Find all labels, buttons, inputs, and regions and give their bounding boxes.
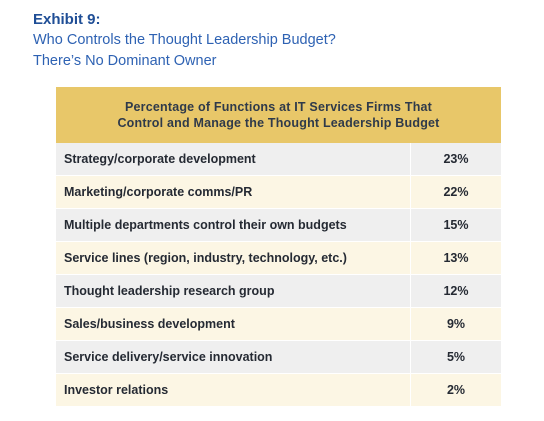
row-value: 22%	[443, 185, 469, 199]
exhibit-subtitle-line-2: There’s No Dominant Owner	[33, 53, 217, 69]
exhibit-heading: Exhibit 9: Who Controls the Thought Lead…	[33, 10, 533, 72]
table-row: Service lines (region, industry, technol…	[56, 242, 501, 275]
row-value: 12%	[443, 284, 469, 298]
row-value: 9%	[446, 317, 466, 331]
row-value: 2%	[446, 383, 466, 397]
row-label: Service lines (region, industry, technol…	[56, 242, 411, 274]
exhibit-subtitle-line-1: Who Controls the Thought Leadership Budg…	[33, 32, 336, 48]
row-label: Investor relations	[56, 374, 411, 406]
row-value: 15%	[443, 218, 469, 232]
row-value: 23%	[443, 152, 469, 166]
table-row: Sales/business development 9%	[56, 308, 501, 341]
row-label: Sales/business development	[56, 308, 411, 340]
table-row: Strategy/corporate development 23%	[56, 143, 501, 176]
row-label: Multiple departments control their own b…	[56, 209, 411, 241]
exhibit-label: Exhibit 9:	[33, 11, 101, 28]
row-value: 5%	[446, 350, 466, 364]
table-header: Percentage of Functions at IT Services F…	[56, 87, 501, 143]
table-body: Strategy/corporate development 23% Marketi…	[56, 143, 501, 407]
row-label: Marketing/corporate comms/PR	[56, 176, 411, 208]
row-label: Thought leadership research group	[56, 275, 411, 307]
table-row: Multiple departments control their own b…	[56, 209, 501, 242]
row-value: 13%	[443, 251, 469, 265]
table-row: Thought leadership research group 12%	[56, 275, 501, 308]
table-row: Marketing/corporate comms/PR 22%	[56, 176, 501, 209]
table-row: Investor relations 2%	[56, 374, 501, 407]
table-row: Service delivery/service innovation 5%	[56, 341, 501, 374]
table-header-line-1: Percentage of Functions at IT Services F…	[124, 100, 433, 114]
table-header-line-2: Control and Manage the Thought Leadershi…	[117, 116, 440, 130]
row-label: Service delivery/service innovation	[56, 341, 411, 373]
budget-owner-table: Percentage of Functions at IT Services F…	[56, 87, 501, 407]
row-label: Strategy/corporate development	[56, 143, 411, 175]
